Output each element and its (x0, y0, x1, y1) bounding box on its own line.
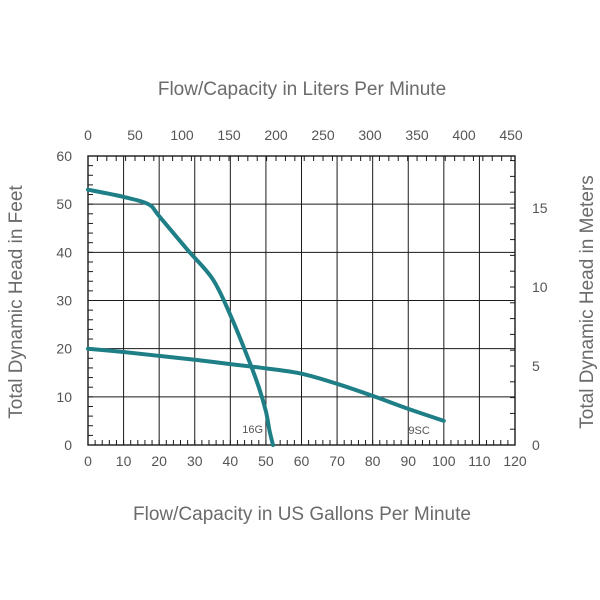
series-labels: 16G 9SC (242, 424, 430, 437)
series-line-9sc (86, 346, 446, 423)
x-tick-label: 20 (151, 453, 167, 469)
y2-axis-title: Total Dynamic Head in Meters (577, 175, 598, 428)
x2-tick-label: 50 (127, 127, 143, 143)
y-tick-label: 50 (56, 196, 72, 212)
x2-tick-label: 200 (264, 127, 288, 143)
x2-axis-title: Flow/Capacity in Liters Per Minute (158, 79, 446, 100)
x-tick-label: 50 (258, 453, 274, 469)
x2-tick-label: 150 (217, 127, 241, 143)
x-tick-label: 40 (223, 453, 239, 469)
y-tick-label: 20 (56, 341, 72, 357)
series-line-16g (86, 187, 275, 447)
x-tick-label: 30 (187, 453, 203, 469)
x2-tick-label: 0 (84, 127, 92, 143)
x-tick-label: 120 (503, 453, 527, 469)
series-label-16g: 16G (242, 424, 263, 436)
x2-tick-label: 250 (311, 127, 335, 143)
x-tick-label: 90 (400, 453, 416, 469)
y2-tick-label: 0 (532, 437, 540, 453)
series-label-9sc: 9SC (408, 425, 429, 437)
y-tick-label: 0 (64, 437, 72, 453)
y-axis-title: Total Dynamic Head in Feet (6, 185, 27, 419)
x-tick-label: 100 (432, 453, 456, 469)
x2-tick-label: 100 (170, 127, 194, 143)
x-tick-label: 110 (468, 453, 491, 469)
y-tick-label: 40 (56, 244, 72, 260)
x-axis-title: Flow/Capacity in US Gallons Per Minute (133, 504, 471, 525)
x2-tick-label: 300 (358, 127, 382, 143)
x-tick-label: 70 (329, 453, 345, 469)
x2-tick-label: 350 (405, 127, 429, 143)
series-lines (86, 187, 446, 447)
minor-ticks (87, 155, 516, 446)
y2-tick-label: 15 (532, 200, 548, 216)
x-tick-label: 60 (294, 453, 310, 469)
y2-tick-label: 5 (532, 358, 540, 374)
y-tick-label: 30 (56, 293, 72, 309)
grid-lines (87, 155, 516, 446)
y-tick-label: 10 (56, 389, 72, 405)
y2-tick-label: 10 (532, 279, 548, 295)
y-tick-label: 60 (56, 148, 72, 164)
x-tick-label: 0 (84, 453, 92, 469)
x-tick-label: 10 (116, 453, 132, 469)
x-tick-label: 80 (365, 453, 381, 469)
x2-tick-label: 400 (452, 127, 476, 143)
x2-tick-label: 450 (499, 127, 523, 143)
